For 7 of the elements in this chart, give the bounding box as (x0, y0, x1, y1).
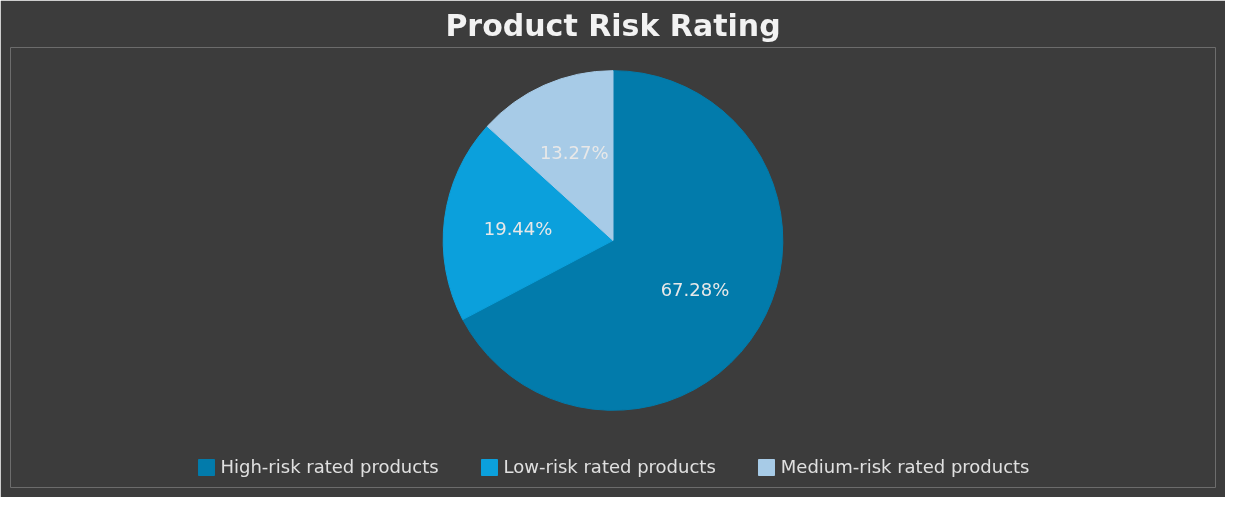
data-label: 13.27% (539, 142, 609, 164)
legend-label: High-risk rated products (220, 456, 439, 477)
legend-label: Low-risk rated products (503, 456, 716, 477)
data-label: 19.44% (483, 217, 553, 239)
data-label: 67.28% (660, 279, 730, 301)
chart-title: Product Risk Rating (445, 7, 781, 43)
legend-label: Medium-risk rated products (780, 456, 1030, 477)
